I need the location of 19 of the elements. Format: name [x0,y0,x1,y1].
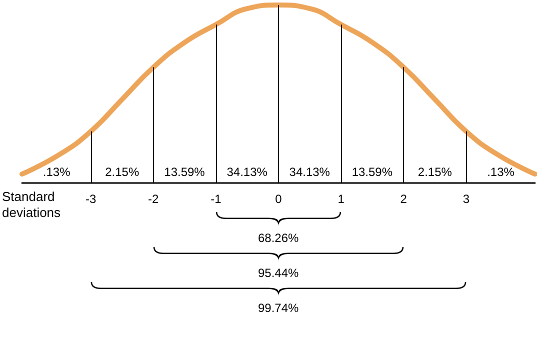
text: 99.74% [258,301,299,315]
annotation: 2.15% [105,165,140,179]
x-tick-label: 2 [400,192,408,206]
x-tick-label: -2 [148,192,160,206]
text: 95.44% [258,266,299,280]
x-tick-label: -1 [210,192,222,206]
annotation: .13% [487,165,514,179]
annotation: 34.13% [226,165,268,179]
x-tick-label: 1 [338,192,345,206]
x-tick-label: -3 [85,192,96,206]
x-tick-label: 0 [275,192,282,206]
annotation: 2.15% [418,165,452,179]
annotation: .13% [42,165,70,179]
annotation: 34.13% [289,165,330,179]
x-tick-label: 3 [462,192,470,206]
x-axis-title: Standard deviations [2,189,62,221]
text: 68.26% [258,231,299,245]
annotation: 13.59% [352,165,393,179]
annotation: 13.59% [164,165,205,179]
